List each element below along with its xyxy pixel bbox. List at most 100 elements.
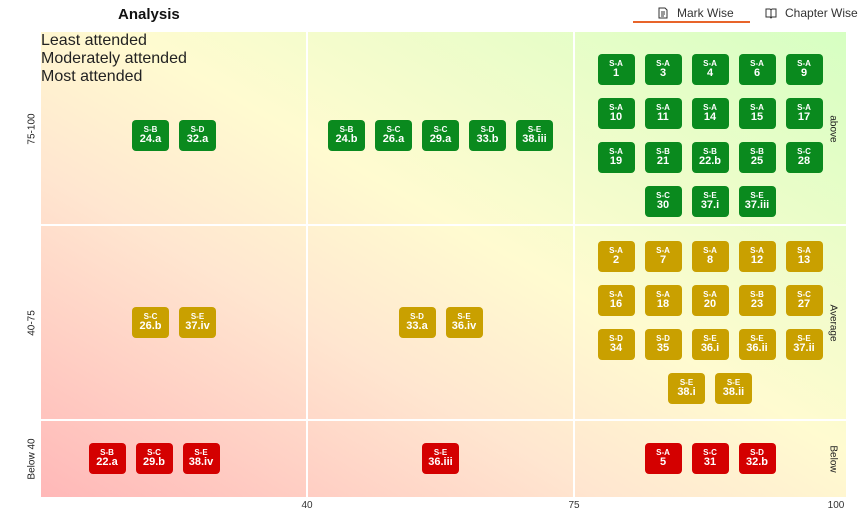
question-tile[interactable]: S-C 27 [785,285,823,316]
question-tile[interactable]: S-E 37.iv [179,307,216,338]
section-label: S-C [147,447,161,457]
question-tile[interactable]: S-B 22.b [691,142,729,173]
question-tile[interactable]: S-C 28 [785,142,823,173]
question-number: 36.iii [428,455,453,468]
question-tile[interactable]: S-E 38.i [668,373,705,404]
question-tile[interactable]: S-A 5 [644,443,682,474]
question-tile[interactable]: S-A 8 [691,241,729,272]
question-tile[interactable]: S-A 7 [644,241,682,272]
question-number: 2 [612,253,620,266]
question-tile[interactable]: S-C 26.b [132,307,169,338]
question-tile[interactable]: S-D 34 [597,329,635,360]
matrix-cell: S-A 5 S-C 31 S-D 32.b [574,420,846,497]
question-tile[interactable]: S-A 11 [644,98,682,129]
section-label: S-E [703,190,717,200]
question-tile[interactable]: S-A 19 [597,142,635,173]
tab-chapter-wise[interactable]: Chapter Wise [765,6,858,20]
question-number: 12 [750,253,764,266]
row-range-label: 40-75 [26,309,38,336]
question-tile[interactable]: S-E 37.i [691,186,729,217]
question-tile[interactable]: S-A 15 [738,98,776,129]
row-category-label: Below [827,444,839,473]
question-number: 23 [750,297,764,310]
question-tile[interactable]: S-A 1 [597,54,635,85]
question-tile[interactable]: S-A 3 [644,54,682,85]
question-tile[interactable]: S-B 25 [738,142,776,173]
question-number: 33.a [406,319,428,332]
row-category-label: above [827,114,839,143]
question-tile[interactable]: S-B 21 [644,142,682,173]
question-number: 29.b [142,455,165,468]
question-tile[interactable]: S-A 13 [785,241,823,272]
question-number: 32.a [186,132,209,145]
question-number: 36.iv [451,319,477,332]
matrix-cell: S-A 1 S-A 3 S-A 4 S-A 6 S-A 9 S-A 10 S-A 11 S-A 14 S-A 15… [574,46,846,225]
question-number: 20 [703,297,717,310]
question-number: 35 [656,341,670,354]
section-label: S-E [703,333,717,343]
question-tile[interactable]: S-D 33.a [398,307,436,338]
grid-divider [41,419,846,421]
matrix-cell: S-B 22.a S-C 29.b S-E 38.iv [41,420,307,497]
question-tile[interactable]: S-B 24.a [132,120,169,151]
question-tile[interactable]: S-E 36.ii [738,329,776,360]
question-tile[interactable]: S-E 36.iii [422,443,459,474]
question-tile[interactable]: S-C 31 [691,443,729,474]
question-tile[interactable]: S-A 12 [738,241,776,272]
section-label: S-D [656,333,670,343]
question-tile[interactable]: S-B 23 [738,285,776,316]
section-label: S-A [609,245,623,255]
section-label: S-A [656,289,670,299]
section-label: S-E [433,447,448,457]
question-tile[interactable]: S-E 37.ii [785,329,823,360]
matrix-cell: S-A 2 S-A 7 S-A 8 S-A 12 S-A 13 S-A 16 S-A 18 S-A 20 S-B… [574,225,846,420]
question-tile[interactable]: S-A 6 [738,54,776,85]
question-tile[interactable]: S-B 24.b [328,120,365,151]
question-tile[interactable]: S-B 22.a [88,443,126,474]
analysis-matrix: S-B 24.a S-D 32.a S-B 24.b S-C 26.a S-C 29.a S-D 33… [41,32,846,497]
question-tile[interactable]: S-A 16 [597,285,635,316]
section-label: S-A [656,245,670,255]
question-tile[interactable]: S-A 20 [691,285,729,316]
question-tile[interactable]: S-A 14 [691,98,729,129]
question-tile[interactable]: S-A 18 [644,285,682,316]
section-label: S-A [703,58,717,68]
question-number: 37.ii [793,341,815,354]
question-number: 38.iv [188,455,214,468]
question-tile[interactable]: S-C 29.a [422,120,459,151]
question-tile[interactable]: S-A 9 [785,54,823,85]
section-label: S-B [656,146,670,156]
section-label: S-A [750,245,764,255]
question-number: 16 [609,297,623,310]
question-tile[interactable]: S-D 32.a [179,120,216,151]
question-tile[interactable]: S-C 30 [644,186,682,217]
question-tile[interactable]: S-A 4 [691,54,729,85]
question-tile[interactable]: S-A 17 [785,98,823,129]
question-tile[interactable]: S-A 10 [597,98,635,129]
section-label: S-C [433,124,448,134]
question-tile[interactable]: S-E 36.iv [445,307,483,338]
question-number: 37.iii [744,198,770,211]
question-tile[interactable]: S-D 35 [644,329,682,360]
question-number: 32.b [745,455,768,468]
question-number: 30 [656,198,670,211]
question-tile[interactable]: S-D 33.b [469,120,506,151]
matrix-cell: S-D 33.a S-E 36.iv [307,225,574,420]
section-label: S-C [386,124,401,134]
section-label: S-A [703,102,717,112]
tab-mark-wise[interactable]: Mark Wise [657,6,734,20]
question-tile[interactable]: S-E 38.iv [182,443,220,474]
question-tile[interactable]: S-D 32.b [738,443,776,474]
section-label: S-A [750,102,764,112]
question-tile[interactable]: S-E 38.ii [715,373,752,404]
question-tile[interactable]: S-A 2 [597,241,635,272]
question-tile[interactable]: S-C 26.a [375,120,412,151]
question-tile[interactable]: S-C 29.b [135,443,173,474]
matrix-cell: S-C 26.b S-E 37.iv [41,225,307,420]
question-number: 31 [703,455,717,468]
question-tile[interactable]: S-E 37.iii [738,186,776,217]
question-tile[interactable]: S-E 38.iii [516,120,553,151]
question-number: 29.a [429,132,452,145]
question-number: 1 [612,66,620,79]
question-tile[interactable]: S-E 36.i [691,329,729,360]
